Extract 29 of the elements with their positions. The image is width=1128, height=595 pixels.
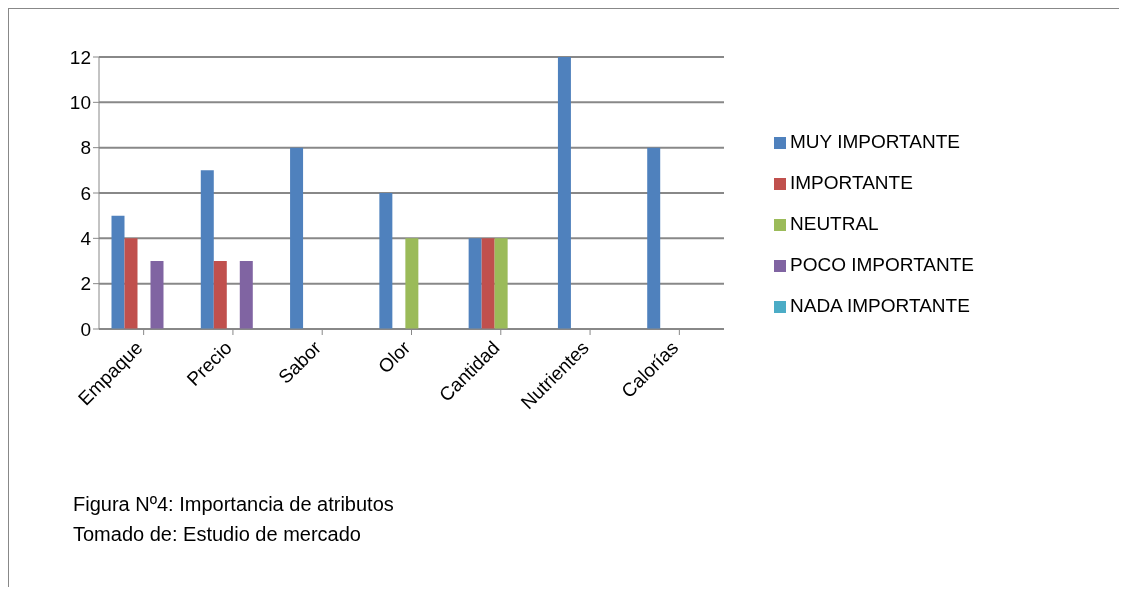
legend-label: NADA IMPORTANTE bbox=[790, 294, 970, 316]
bar bbox=[290, 147, 304, 329]
bar bbox=[494, 238, 508, 329]
legend-label: IMPORTANTE bbox=[790, 171, 913, 193]
legend-label: NEUTRAL bbox=[790, 212, 879, 234]
bar bbox=[379, 193, 393, 329]
bar bbox=[647, 147, 661, 329]
bar bbox=[468, 238, 482, 329]
x-tick-label: Olor bbox=[374, 336, 415, 378]
legend-label: POCO IMPORTANTE bbox=[790, 253, 975, 275]
y-tick-label: 6 bbox=[80, 182, 91, 204]
bar bbox=[213, 261, 227, 329]
bar bbox=[557, 57, 571, 329]
bar bbox=[200, 170, 214, 329]
bar bbox=[124, 238, 138, 329]
y-tick-label: 10 bbox=[69, 92, 91, 114]
bar bbox=[405, 238, 419, 329]
bar bbox=[150, 261, 164, 329]
y-tick-label: 2 bbox=[80, 273, 91, 295]
bar bbox=[481, 238, 495, 329]
bar bbox=[111, 215, 125, 329]
y-tick-label: 12 bbox=[69, 46, 91, 68]
text: Tomado de: Estudio de mercado bbox=[73, 522, 362, 547]
text: Figura Nº4: Importancia de atributos bbox=[73, 492, 394, 517]
bar bbox=[239, 261, 253, 329]
y-tick-label: 4 bbox=[80, 228, 92, 250]
y-tick-label: 8 bbox=[80, 137, 91, 159]
legend-label: MUY IMPORTANTE bbox=[790, 130, 960, 152]
y-tick-label: 0 bbox=[80, 318, 91, 340]
